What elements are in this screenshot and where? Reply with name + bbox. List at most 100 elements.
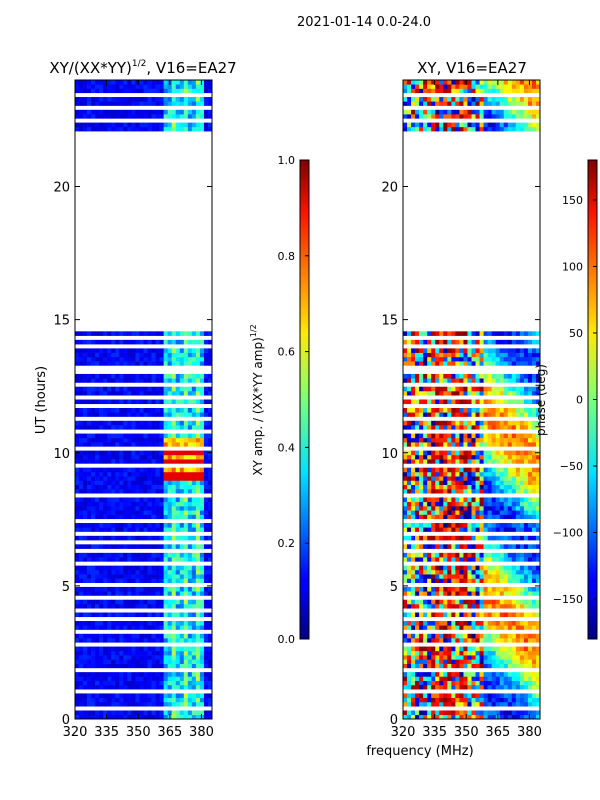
heatmap-cell (447, 557, 452, 562)
heatmap-cell (443, 506, 448, 511)
heatmap-cell (471, 565, 476, 571)
heatmap-cell (511, 501, 517, 507)
heatmap-cell (115, 471, 120, 477)
heatmap-cell (435, 450, 440, 456)
heatmap-cell (187, 488, 193, 494)
heatmap-cell (107, 412, 112, 417)
heatmap-cell (415, 578, 420, 583)
heatmap-cell (535, 621, 540, 626)
heatmap-cell (535, 697, 540, 703)
heatmap-cell (187, 714, 193, 719)
heatmap-cell (507, 574, 513, 579)
heatmap-cell (411, 348, 416, 353)
heatmap-cell (443, 586, 448, 592)
heatmap-cell (167, 501, 173, 507)
heatmap-cell (207, 442, 212, 447)
heatmap-cell (87, 425, 92, 430)
heatmap-cell (163, 476, 168, 481)
heatmap-cell (111, 672, 116, 677)
heatmap-cell (435, 433, 440, 439)
heatmap-cell (475, 390, 480, 396)
heatmap-cell (443, 348, 448, 353)
heatmap-cell (471, 621, 476, 626)
heatmap-cell (499, 97, 505, 102)
heatmap-cell (191, 348, 197, 353)
heatmap-cell (511, 527, 517, 532)
heatmap-cell (143, 420, 148, 426)
heatmap-cell (455, 676, 460, 681)
heatmap-cell (427, 114, 432, 119)
heatmap-cell (187, 701, 193, 707)
heatmap-cell (135, 697, 140, 703)
heatmap-cell (115, 356, 120, 362)
heatmap-cell (463, 442, 468, 447)
heatmap-cell (531, 425, 537, 430)
heatmap-cell (115, 331, 120, 336)
heatmap-cell (471, 663, 476, 669)
heatmap-cell (415, 126, 420, 132)
heatmap-cell (475, 480, 480, 485)
heatmap-cell (127, 612, 132, 618)
heatmap-cell (183, 408, 189, 413)
heatmap-cell (131, 399, 136, 405)
heatmap-cell (491, 373, 496, 379)
heatmap-cell (191, 655, 197, 660)
heatmap-cell (443, 399, 448, 405)
heatmap-cell (79, 650, 84, 656)
heatmap-cell (471, 506, 476, 511)
heatmap-cell (531, 412, 537, 417)
heatmap-cell (171, 523, 177, 528)
heatmap-cell (507, 488, 513, 494)
heatmap-cell (531, 633, 537, 639)
heatmap-cell (131, 480, 136, 485)
heatmap-cell (463, 484, 468, 490)
heatmap-cell (507, 356, 513, 362)
heatmap-cell (83, 603, 88, 609)
heatmap-cell (99, 484, 104, 490)
heatmap-cell (439, 476, 444, 481)
heatmap-cell (523, 476, 529, 481)
heatmap-cell (523, 557, 529, 562)
heatmap-cell (131, 603, 136, 609)
heatmap-cell (439, 450, 444, 456)
heatmap-cell (171, 114, 177, 119)
heatmap-cell (431, 378, 436, 383)
heatmap-cell (151, 697, 156, 703)
heatmap-cell (519, 420, 525, 426)
heatmap-cell (435, 710, 440, 716)
heatmap-cell (203, 510, 209, 515)
heatmap-cell (79, 84, 84, 89)
heatmap-cell (131, 476, 136, 481)
heatmap-cell (115, 663, 120, 669)
heatmap-cell (499, 356, 505, 362)
heatmap-cell (407, 693, 412, 698)
heatmap-cell (439, 390, 444, 396)
heatmap-cell (119, 625, 124, 630)
heatmap-cell (499, 114, 505, 119)
heatmap-cell (155, 659, 160, 664)
heatmap-cell (407, 412, 412, 417)
heatmap-cell (95, 663, 100, 669)
heatmap-cell (423, 450, 428, 456)
heatmap-cell (191, 480, 197, 485)
heatmap-cell (423, 676, 428, 681)
heatmap-cell (139, 484, 144, 490)
heatmap-cell (423, 527, 428, 532)
heatmap-cell (443, 420, 448, 426)
heatmap-cell (463, 471, 468, 477)
heatmap-cell (87, 471, 92, 477)
heatmap-cell (187, 710, 193, 716)
heatmap-cell (139, 621, 144, 626)
heatmap-cell (175, 114, 181, 119)
heatmap-cell (195, 591, 201, 596)
heatmap-cell (103, 412, 108, 417)
heatmap-cell (403, 420, 408, 426)
heatmap-cell (459, 701, 464, 707)
heatmap-cell (455, 450, 460, 456)
heatmap-cell (167, 506, 173, 511)
heatmap-cell (439, 697, 444, 703)
heatmap-cell (171, 97, 177, 102)
heatmap-cell (523, 412, 529, 417)
heatmap-cell (127, 352, 132, 358)
heatmap-cell (207, 88, 212, 94)
